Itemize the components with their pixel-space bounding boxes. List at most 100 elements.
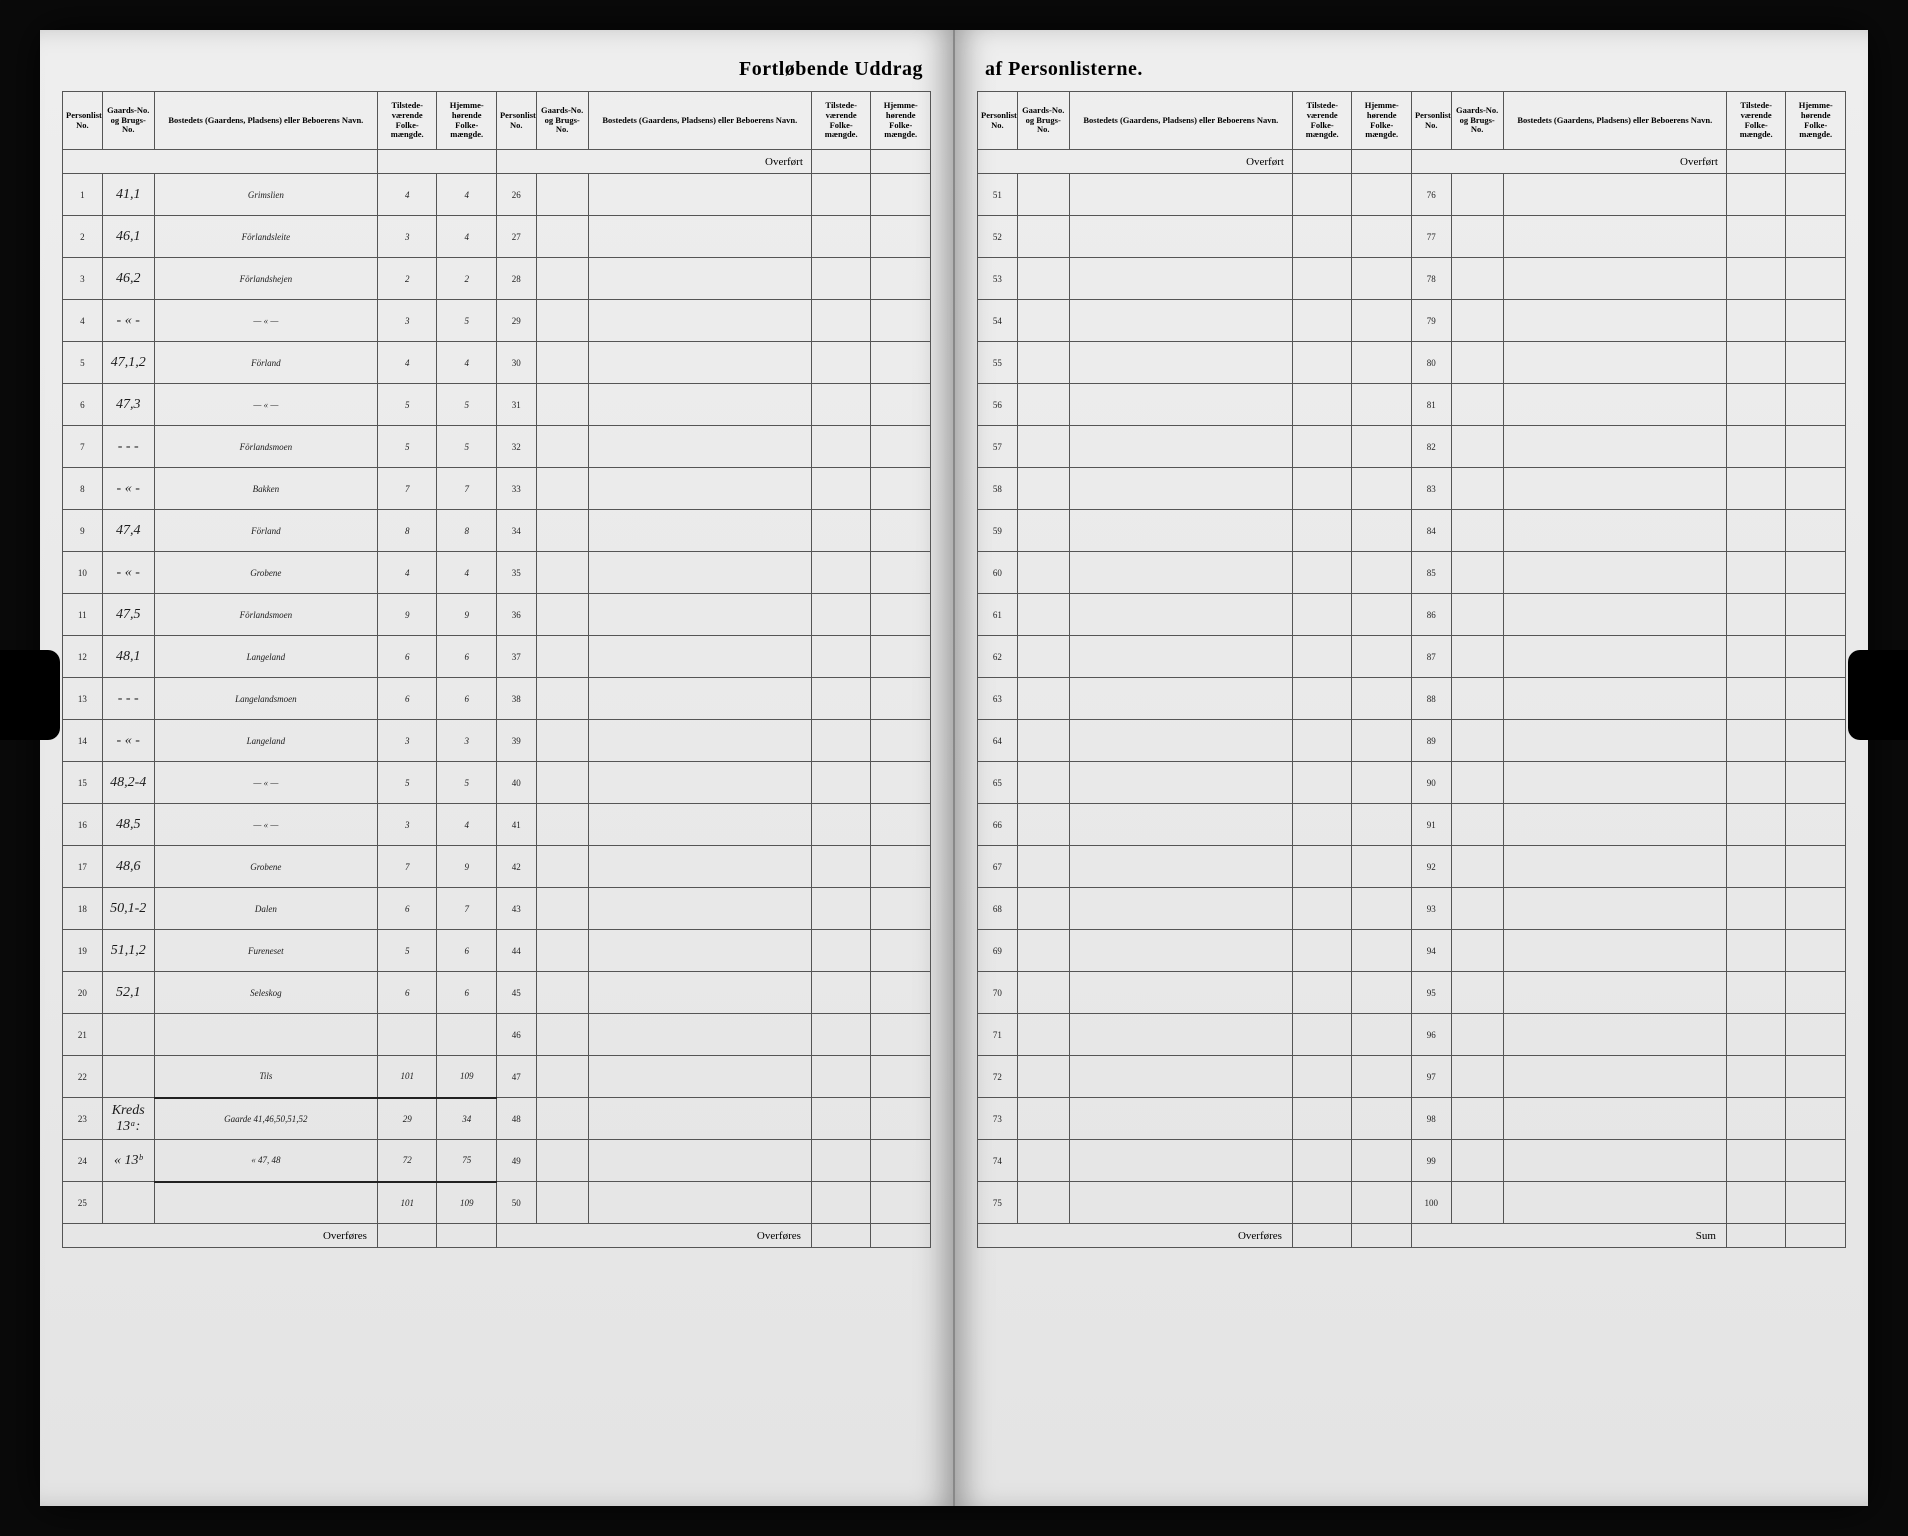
row-number: 43 xyxy=(496,888,536,930)
bosted-name xyxy=(1503,468,1726,510)
gaard-no xyxy=(536,1098,588,1140)
table-row: 547,1,2Förland4430 xyxy=(63,342,931,384)
table-row: 75100 xyxy=(978,1182,1846,1224)
hjemme-count xyxy=(1786,636,1846,678)
row-number: 86 xyxy=(1411,594,1451,636)
row-number: 31 xyxy=(496,384,536,426)
row-number: 24 xyxy=(63,1140,103,1182)
tilstede-count xyxy=(1726,174,1786,216)
hjemme-count: 5 xyxy=(437,300,497,342)
table-row: 6792 xyxy=(978,846,1846,888)
row-number: 27 xyxy=(496,216,536,258)
page-title-right: af Personlisterne. xyxy=(977,58,1846,81)
gaard-no xyxy=(1451,510,1503,552)
bosted-name: Seleskog xyxy=(154,972,377,1014)
bosted-name: Förlandsmoen xyxy=(154,426,377,468)
gaard-no xyxy=(536,594,588,636)
sum-label: Sum xyxy=(1411,1224,1726,1248)
tilstede-count xyxy=(1726,930,1786,972)
bosted-name xyxy=(154,1014,377,1056)
row-number: 54 xyxy=(978,300,1018,342)
gaard-no xyxy=(1017,1098,1069,1140)
tilstede-count xyxy=(1726,300,1786,342)
hjemme-count xyxy=(871,216,931,258)
hjemme-count xyxy=(871,342,931,384)
hjemme-count xyxy=(871,174,931,216)
row-number: 79 xyxy=(1411,300,1451,342)
gaard-no xyxy=(1017,426,1069,468)
ledger-table-right: Personlistens No. Gaards-No. og Brugs-No… xyxy=(977,91,1846,1248)
table-row: 6994 xyxy=(978,930,1846,972)
hjemme-count xyxy=(1786,888,1846,930)
page-title-left: Fortløbende Uddrag xyxy=(62,58,931,81)
table-row: 6287 xyxy=(978,636,1846,678)
tilstede-count xyxy=(811,594,871,636)
tilstede-count: 5 xyxy=(377,426,437,468)
hjemme-count xyxy=(1786,720,1846,762)
row-number: 47 xyxy=(496,1056,536,1098)
tilstede-count xyxy=(1292,174,1352,216)
bosted-name xyxy=(588,804,811,846)
row-number: 37 xyxy=(496,636,536,678)
gaard-no xyxy=(536,342,588,384)
gaard-no: 41,1 xyxy=(102,174,154,216)
row-number: 55 xyxy=(978,342,1018,384)
bosted-name xyxy=(1069,1140,1292,1182)
table-row: 1548,2-4— « —5540 xyxy=(63,762,931,804)
gaard-no xyxy=(1017,342,1069,384)
gaard-no xyxy=(1451,258,1503,300)
tilstede-count xyxy=(1292,594,1352,636)
tilstede-count xyxy=(811,510,871,552)
bosted-name xyxy=(588,342,811,384)
gaard-no xyxy=(536,1014,588,1056)
table-row: 7196 xyxy=(978,1014,1846,1056)
table-row: 246,1Förlandsleite3427 xyxy=(63,216,931,258)
tilstede-count xyxy=(1292,342,1352,384)
table-row: 1147,5Förlandsmoen9936 xyxy=(63,594,931,636)
row-number: 44 xyxy=(496,930,536,972)
th-tilstede: Tilstede-værende Folke-mængde. xyxy=(1292,92,1352,150)
tilstede-count xyxy=(1292,300,1352,342)
hjemme-count xyxy=(1352,1056,1412,1098)
table-row: 1850,1-2Dalen6743 xyxy=(63,888,931,930)
bosted-name: Grimslien xyxy=(154,174,377,216)
hjemme-count xyxy=(1352,552,1412,594)
gaard-no xyxy=(1451,174,1503,216)
bosted-name xyxy=(1069,720,1292,762)
overfort-label: Overført xyxy=(978,150,1293,174)
table-row: 8- « -Bakken7733 xyxy=(63,468,931,510)
gaard-no xyxy=(536,258,588,300)
hjemme-count xyxy=(1352,1140,1412,1182)
bosted-name xyxy=(1503,384,1726,426)
gaard-no xyxy=(1451,804,1503,846)
gaard-no xyxy=(1451,552,1503,594)
bosted-name xyxy=(1503,804,1726,846)
tilstede-count xyxy=(811,972,871,1014)
gaard-no xyxy=(102,1014,154,1056)
tilstede-count xyxy=(1726,510,1786,552)
gaard-no xyxy=(1451,930,1503,972)
table-row: 10- « -Grobene4435 xyxy=(63,552,931,594)
hjemme-count xyxy=(871,510,931,552)
hjemme-count xyxy=(437,1014,497,1056)
gaard-no xyxy=(536,510,588,552)
table-row: 7297 xyxy=(978,1056,1846,1098)
row-number: 58 xyxy=(978,468,1018,510)
th-tilstede: Tilstede-værende Folke-mængde. xyxy=(811,92,871,150)
header-row: Personlistens No. Gaards-No. og Brugs-No… xyxy=(63,92,931,150)
bosted-name xyxy=(1503,426,1726,468)
gaard-no xyxy=(1017,216,1069,258)
hjemme-count xyxy=(1786,678,1846,720)
gaard-no xyxy=(1017,762,1069,804)
row-number: 77 xyxy=(1411,216,1451,258)
hjemme-count xyxy=(1786,174,1846,216)
tilstede-count xyxy=(1292,762,1352,804)
row-number: 40 xyxy=(496,762,536,804)
row-number: 4 xyxy=(63,300,103,342)
sum-row: Overføres Sum xyxy=(978,1224,1846,1248)
bosted-name xyxy=(588,972,811,1014)
tilstede-count xyxy=(1726,678,1786,720)
hjemme-count xyxy=(1352,426,1412,468)
tilstede-count: 29 xyxy=(377,1098,437,1140)
row-number: 93 xyxy=(1411,888,1451,930)
